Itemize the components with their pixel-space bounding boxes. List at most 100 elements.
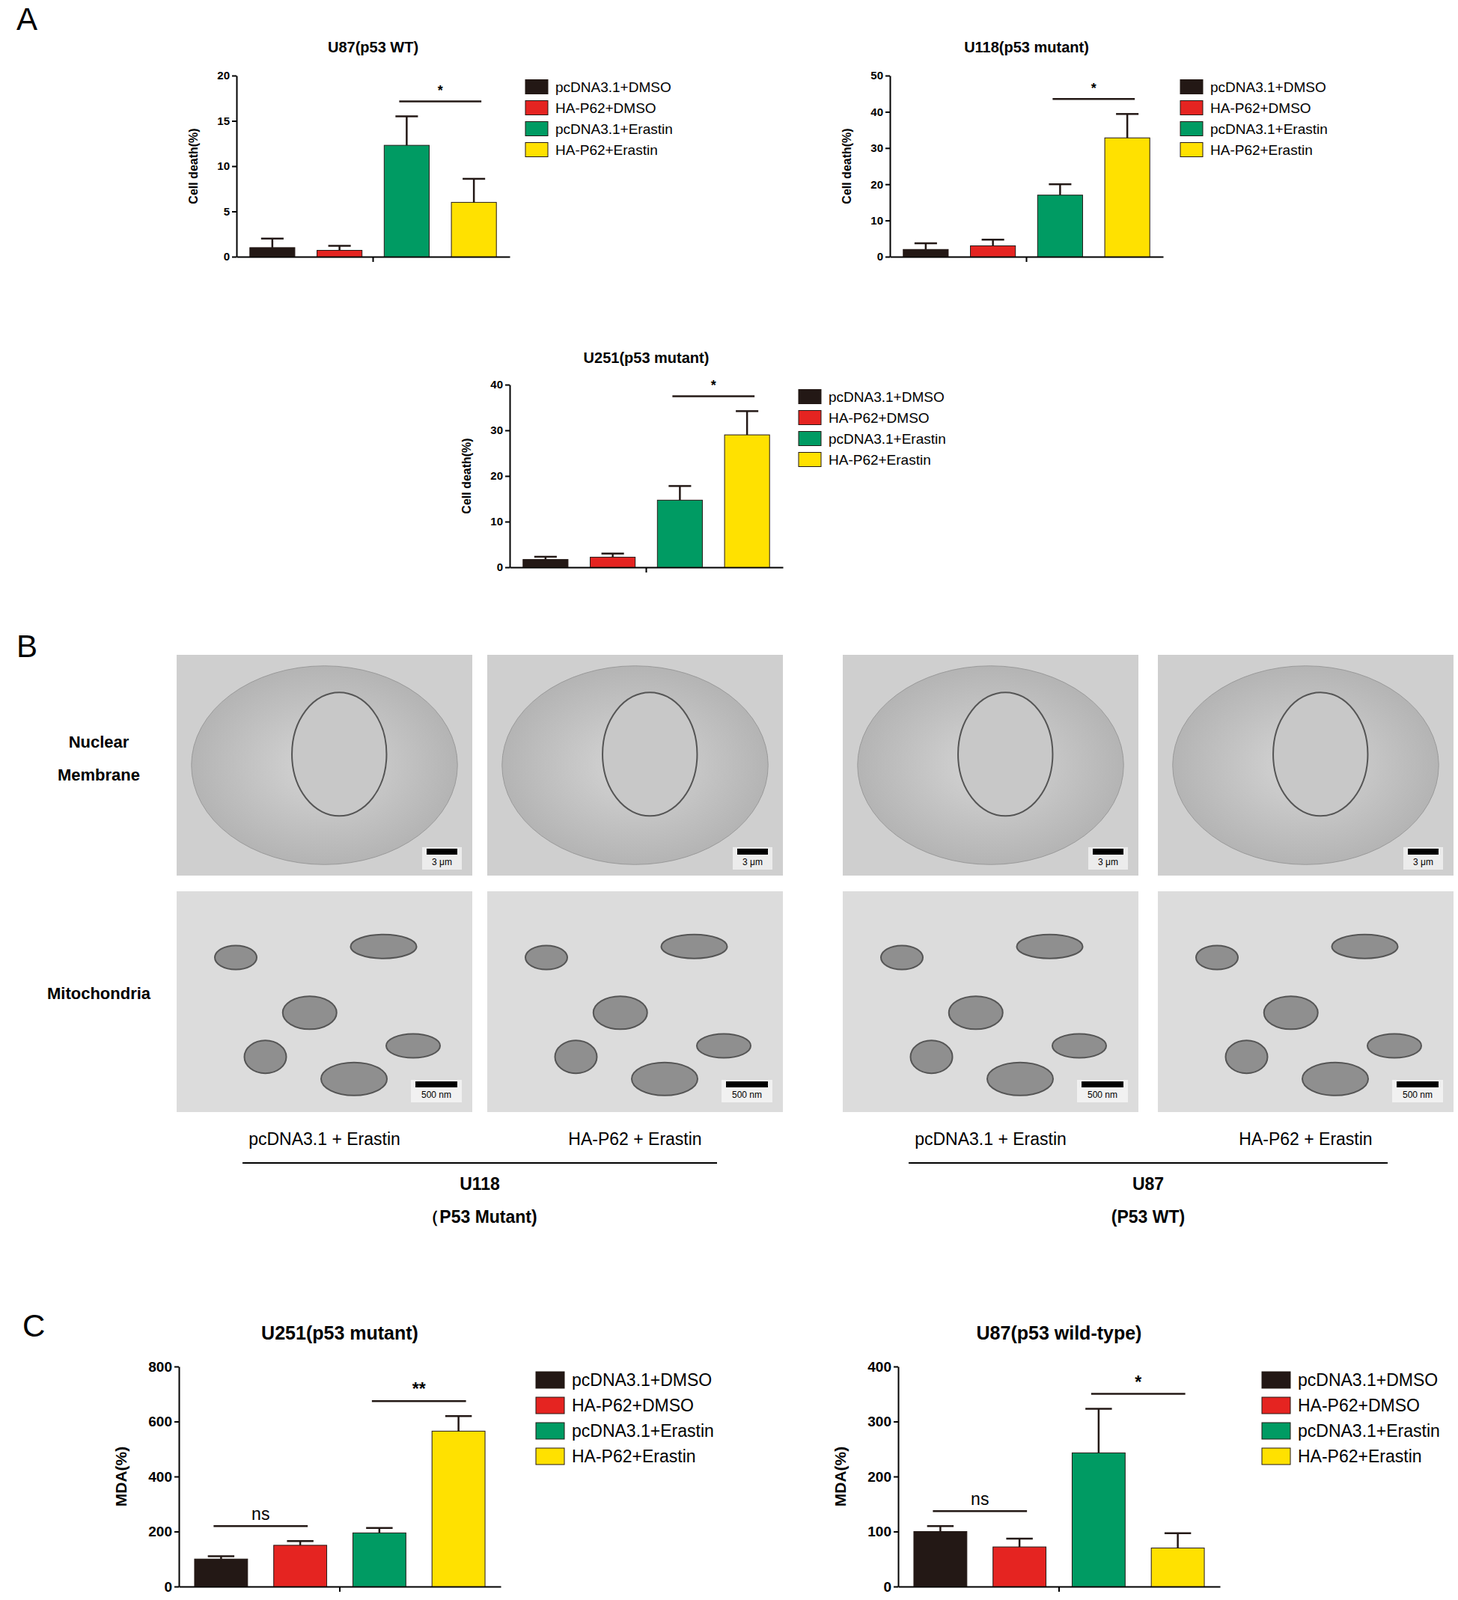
scale-bar-label: 500 nm [1087,1089,1118,1101]
y-tick-label: 40 [490,377,503,391]
error-bar-cap [668,485,691,488]
y-tick: 20 [217,68,237,82]
error-bar-cap [534,556,557,559]
error-bar [261,238,284,248]
error-bar [328,245,352,250]
y-axis-title: Cell death(%) [840,127,854,204]
legend-label: pcDNA3.1+DMSO [828,389,945,405]
legend-label: pcDNA3.1+DMSO [571,1370,712,1390]
error-bar [601,553,625,558]
x-axis [890,256,1164,262]
y-tick-mark [505,430,510,432]
significance-line [371,1400,467,1403]
cell-outline [857,666,1125,866]
bar [657,499,703,568]
condition-label: pcDNA3.1 + Erastin [914,1129,1067,1149]
group-line [242,1162,718,1164]
legend-swatch [1261,1448,1291,1465]
y-tick-mark [174,1586,179,1589]
scale-bar [426,848,458,855]
scale-bar-label: 500 nm [421,1089,452,1101]
mitochondrion-outline [351,934,417,959]
error-bar-stem [678,485,682,500]
legend-item: HA-P62+Erastin [1261,1446,1423,1467]
legend-item: pcDNA3.1+Erastin [525,121,673,137]
x-axis [898,1586,1221,1592]
error-bar-cap [914,242,938,245]
legend: pcDNA3.1+DMSOHA-P62+DMSOpcDNA3.1+Erastin… [798,389,947,468]
significance-line [672,395,755,398]
y-tick-label: 200 [867,1469,892,1485]
legend-item: pcDNA3.1+DMSO [1261,1370,1438,1390]
y-tick: 40 [870,105,890,119]
scale-bar-label: 3 μm [742,856,763,868]
y-tick-label: 30 [490,423,503,437]
mitochondrion-outline [1302,1062,1369,1096]
legend-label: pcDNA3.1+Erastin [571,1421,715,1441]
error-bar [286,1541,313,1546]
significance-line [1052,98,1135,101]
y-tick-label: 0 [877,249,884,263]
legend-swatch [535,1448,565,1465]
y-tick-label: 50 [870,68,884,82]
y-tick-label: 100 [867,1523,892,1540]
mitochondrion-outline [386,1034,441,1059]
x-tick-mark [1058,1586,1060,1592]
tem-image: 500 nm [487,891,783,1113]
row-label: NuclearMembrane [57,732,140,785]
nucleus-outline [291,692,387,816]
legend-swatch [1180,121,1203,137]
y-tick-mark [885,256,890,259]
y-tick: 5 [223,205,237,218]
y-axis: 010203040 [490,377,510,574]
legend-item: pcDNA3.1+DMSO [798,389,945,405]
x-tick [339,1586,341,1592]
image-background [176,654,473,876]
legend-item: HA-P62+DMSO [1261,1395,1420,1416]
tem-image: 3 μm [1157,654,1454,876]
legend-label: pcDNA3.1+Erastin [1210,121,1328,137]
y-axis-title: Cell death(%) [460,437,474,514]
legend-label: HA-P62+Erastin [555,142,658,158]
bar [451,202,497,257]
error-bar [668,485,691,500]
legend-label: HA-P62+DMSO [555,100,657,117]
error-bar-cap [445,1415,472,1418]
y-tick-label: 0 [223,249,230,263]
mitochondrion-outline [1225,1040,1268,1074]
significance: ns [932,1489,1027,1512]
x-tick-mark [645,567,648,573]
y-tick: 20 [870,178,890,191]
chart: 0200400600800ns**U251(p53 mutant)MDA(%)p… [112,1322,715,1595]
error-bar-cap [261,238,284,241]
error-bar-stem [405,116,408,146]
y-tick: 400 [867,1359,899,1375]
image-background [176,891,473,1113]
plot-area [523,410,770,568]
bar [913,1532,968,1588]
legend-item: pcDNA3.1+Erastin [798,431,947,447]
y-tick: 10 [217,159,237,173]
panel-label: C [22,1308,45,1344]
error-bar-cap [1005,1538,1033,1541]
error-bar-cap [365,1526,393,1530]
y-axis: 0100200300400 [867,1359,899,1595]
error-bar-stem [1097,1409,1101,1454]
chart: 010203040*U251(p53 mutant)Cell death(%)p… [460,349,947,574]
x-axis [510,567,784,573]
error-bar-cap [1164,1532,1191,1535]
scale-bar [1396,1081,1439,1088]
y-tick: 15 [217,114,237,128]
scale-bar-backdrop [410,1080,462,1103]
scale-bar-backdrop [1077,1080,1128,1103]
significance: * [672,377,755,396]
y-tick-label: 30 [870,141,884,155]
y-tick-label: 10 [870,214,884,227]
significance-label: * [1091,80,1097,96]
legend-label: pcDNA3.1+DMSO [555,79,672,96]
mitochondrion-outline [593,996,648,1030]
image-background [1157,891,1454,1113]
group-label: U118 [459,1174,500,1194]
scale-bar [1081,1081,1124,1088]
error-bar-cap [328,244,352,247]
